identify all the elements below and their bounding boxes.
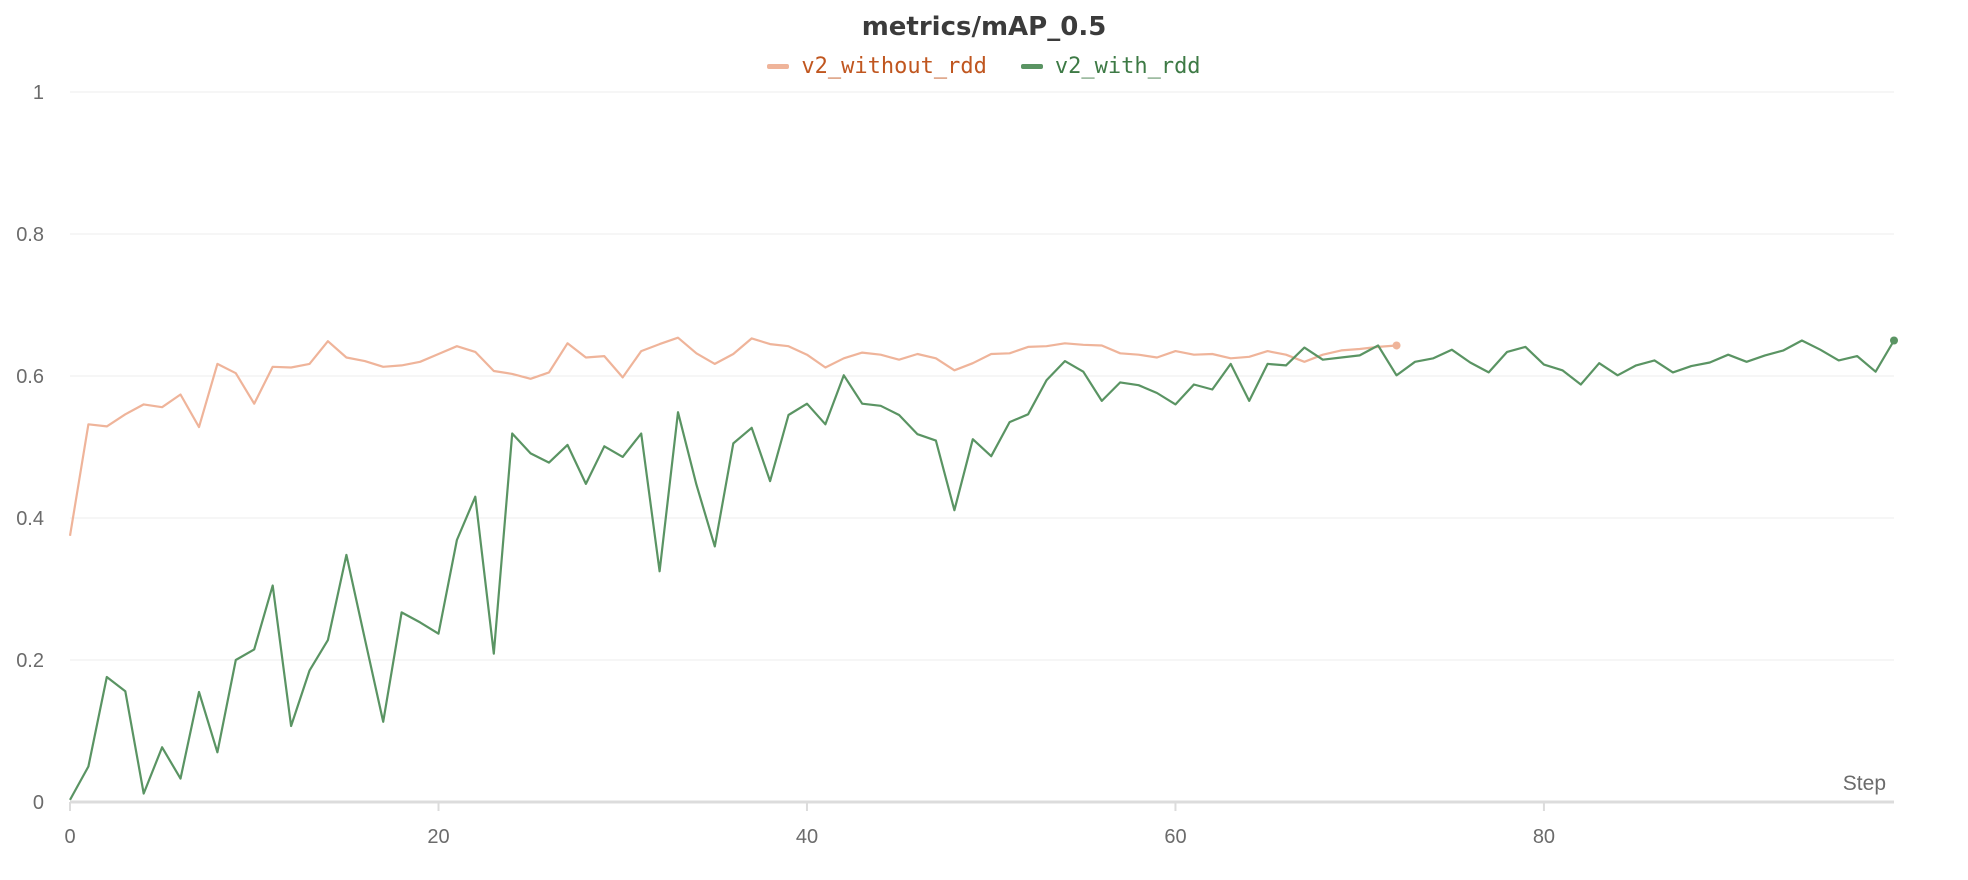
legend-label: v2_without_rdd (801, 54, 987, 79)
series-line (69, 339, 1895, 801)
y-tick-label: 0.8 (16, 224, 44, 246)
legend-swatch (767, 64, 790, 69)
y-tick-label: 0 (33, 792, 44, 814)
x-tick-label: 80 (1533, 826, 1555, 848)
legend: v2_without_rdd v2_with_rdd (0, 54, 1968, 79)
series-end-point (1890, 336, 1898, 345)
series-line (68, 336, 1397, 536)
x-tick-label: 40 (796, 826, 818, 848)
legend-label: v2_with_rdd (1054, 54, 1201, 79)
legend-item-without-rdd[interactable]: v2_without_rdd (767, 54, 987, 79)
x-axis-label: Step (1843, 772, 1886, 795)
y-tick-label: 0.6 (16, 366, 44, 388)
x-tick-label: 20 (427, 826, 449, 848)
chart-title: metrics/mAP_0.5 (861, 12, 1107, 42)
legend-item-with-rdd[interactable]: v2_with_rdd (1020, 54, 1201, 79)
y-tick-label: 0.2 (16, 650, 44, 672)
legend-swatch (1020, 64, 1043, 69)
series-end-point (1392, 341, 1401, 350)
y-tick-label: 0.4 (16, 508, 44, 530)
y-tick-label: 1 (33, 82, 44, 104)
x-tick-label: 0 (64, 826, 75, 848)
x-tick-label: 60 (1164, 826, 1186, 848)
